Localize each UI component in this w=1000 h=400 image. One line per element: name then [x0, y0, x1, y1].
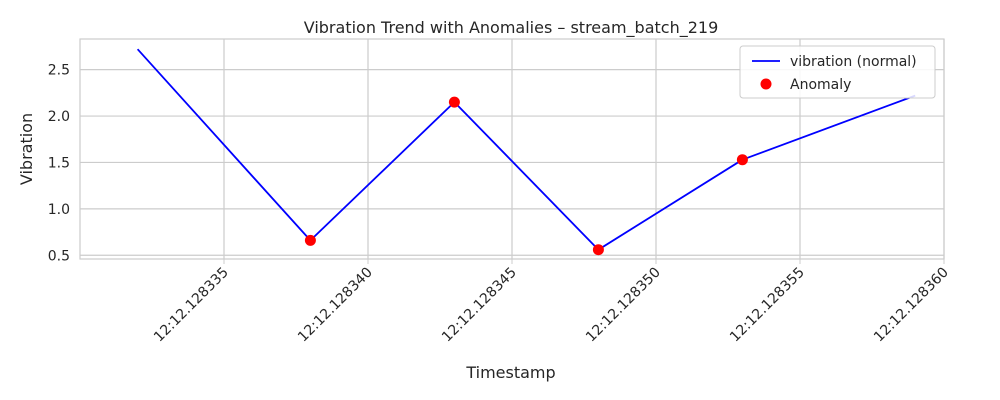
y-tick-label: 1.0 — [48, 202, 70, 218]
x-tick-label: 12:12.128355 — [727, 265, 808, 346]
series-layer — [136, 48, 916, 251]
y-tick-label: 0.5 — [48, 248, 70, 264]
y-tick-label: 2.0 — [48, 109, 70, 125]
anomaly-point — [736, 154, 748, 166]
x-tick-label: 12:12.128340 — [295, 265, 376, 346]
legend-anomaly-swatch — [760, 78, 772, 90]
x-tick-label: 12:12.128345 — [439, 265, 520, 346]
y-axis: 0.5 1.0 1.5 2.0 2.5 — [48, 63, 70, 265]
x-tick-label: 12:12.128335 — [151, 265, 232, 346]
y-tick-label: 1.5 — [48, 155, 70, 171]
x-axis: 12:12.128335 12:12.128340 12:12.128345 12:1… — [151, 259, 952, 345]
y-axis-title: Vibration — [17, 113, 36, 185]
anomaly-point — [448, 96, 460, 108]
anomaly-point — [592, 244, 604, 256]
legend-label-anomaly: Anomaly — [790, 77, 851, 93]
x-tick-label: 12:12.128350 — [583, 265, 664, 346]
x-axis-title: Timestamp — [465, 363, 555, 382]
series-line — [136, 48, 916, 251]
chart-title: Vibration Trend with Anomalies – stream_… — [304, 18, 719, 38]
legend-box — [739, 45, 936, 99]
anomaly-layer — [304, 96, 748, 256]
legend: vibration (normal) Anomaly — [739, 45, 936, 99]
anomaly-point — [304, 234, 316, 246]
y-tick-label: 2.5 — [48, 63, 70, 79]
legend-label-series: vibration (normal) — [790, 54, 917, 70]
x-tick-label: 12:12.128360 — [871, 265, 952, 346]
